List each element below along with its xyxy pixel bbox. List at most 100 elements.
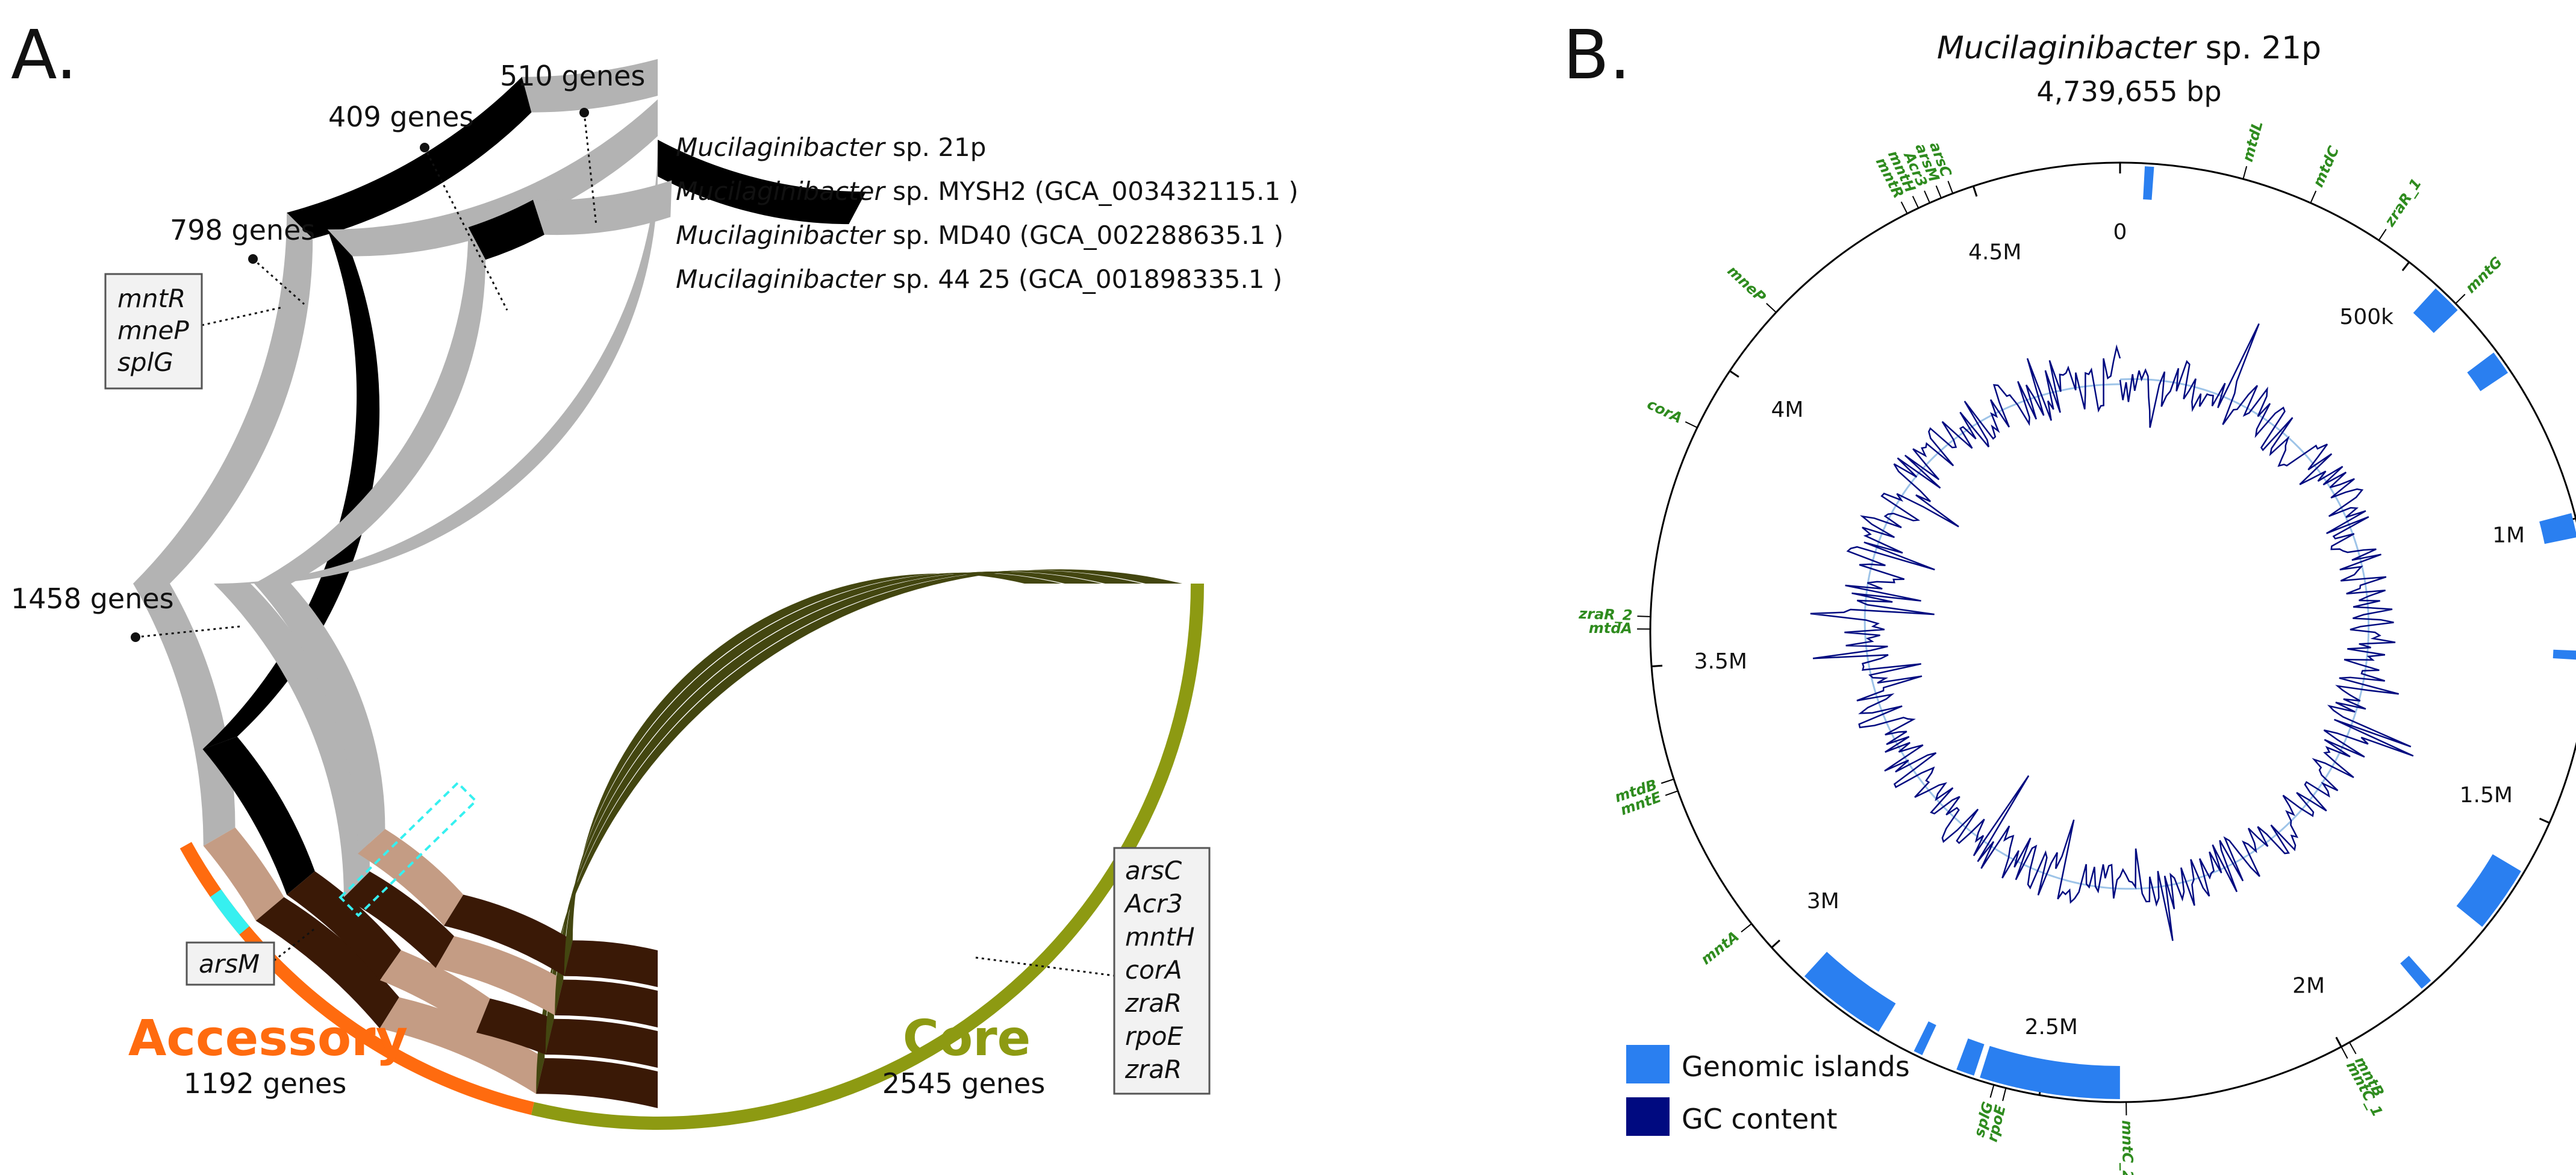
callout-510-leader [583,112,597,226]
gene-label: mntC_2 [2119,1120,2136,1175]
gene-box-core-item: arsC [1125,856,1182,885]
gene-tick [1935,185,1942,199]
gene-tick [1665,790,1679,796]
legend-swatch-genomic-islands [1626,1045,1670,1083]
arsm-highlight-box [338,781,478,917]
genome-tick [2401,261,2410,272]
gene-tick [2341,1046,2348,1059]
legend: Genomic islands GC content [1626,1045,1910,1136]
gene-label: mtdC [2310,143,2343,190]
gene-tick [1989,1085,1995,1098]
pangenome-rings [133,59,1204,1130]
gene-tick [2242,166,2248,179]
gene-label: mntG [2462,254,2506,296]
gene-box-core-item: zraR [1124,1055,1182,1084]
genome-title: Mucilaginibacter sp. 21p [1937,30,2321,66]
gene-box-core-item: mntH [1125,922,1195,952]
legend-label-gc-content: GC content [1682,1103,1838,1135]
gene-box-core-item: corA [1125,955,1182,985]
shell-ring-segment [545,1018,658,1068]
gene-tick [1766,302,1777,313]
strain-ring-segment [343,871,454,968]
panel-a-letter: A. [11,16,77,95]
strain-ring-segment [133,213,313,584]
gene-tick [1685,421,1698,428]
strain-ring-segment [133,584,235,846]
genome-tick-label: 1.5M [2460,783,2513,808]
panel-a: A. Mucilaginibacter sp. 21p Mucilaginiba… [11,16,1299,1130]
strain-ring-segment [203,827,284,921]
box-798-leader [201,306,284,326]
genomic-island [2467,352,2509,391]
callout-409-leader [423,147,508,311]
strain-ring-segment [214,584,370,898]
strain-ring-segment [658,140,867,225]
genome-tick [1972,185,1978,197]
callout-409-dot [420,143,429,152]
genomic-island [1804,952,1896,1032]
strain-label-4425: Mucilaginibacter sp. 44 25 (GCA_00189833… [676,264,1282,294]
gene-tick [1924,190,1930,204]
gene-box-798-item: mntR [117,284,186,313]
strain-label-mysh2: Mucilaginibacter sp. MYSH2 (GCA_00343211… [676,176,1299,206]
gene-box-798-item: mneP [117,316,189,345]
gene-label: mneP [1724,263,1769,307]
strain-ring-segment [435,936,564,1015]
genome-tick [2539,817,2550,824]
shell-ring-segment [555,979,658,1027]
strain-ring-segment [287,76,532,239]
gene-label: zraR_2 [1578,605,1633,624]
shell-ring-segment [564,940,658,987]
strain-ring-segment [476,998,554,1055]
strain-ring-segment [443,894,573,976]
callout-1458-dot [131,632,140,642]
genome-tick-label: 3M [1807,889,1839,914]
gene-box-arsm: arsM [186,926,317,986]
strain-label-md40: Mucilaginibacter sp. MD40 (GCA_002288635… [676,220,1283,250]
callout-1458-genes: 1458 genes [11,582,174,615]
gene-box-core-item: Acr3 [1123,889,1183,918]
gene-label: mntA [1698,928,1742,968]
strain-ring-segment [468,199,544,260]
gc-content-line [1810,323,2414,941]
genome-size: 4,739,655 bp [2036,75,2221,108]
genomic-island [1913,1021,1936,1055]
genome-tick-label: 4M [1771,397,1804,422]
gc-content-track [1810,323,2414,941]
strain-ring-segment [287,871,401,980]
gene-label: mtdL [2239,119,2266,164]
strain-label-21p: Mucilaginibacter sp. 21p [676,132,986,162]
gene-tick [2310,190,2317,204]
gene-box-core-item: zraR [1124,988,1182,1018]
genome-tick [2335,1036,2342,1047]
gene-tick [1912,196,1920,208]
strain-labels: Mucilaginibacter sp. 21p Mucilaginibacte… [676,132,1299,294]
gene-label: corA [1644,396,1685,427]
genome-tick-label: 3.5M [1694,649,1747,674]
gene-tick [2349,1042,2357,1055]
box-core-leader [975,956,1115,977]
gene-box-core-frame [1113,847,1211,1095]
strain-ring-segment [532,180,672,235]
panel-b: B. Mucilaginibacter sp. 21p 4,739,655 bp… [1563,16,2576,1175]
gene-label: zraR_1 [2381,175,2425,230]
callout-798-dot [248,254,258,264]
genomic-island [2413,288,2458,333]
strain-ring-segment [254,227,486,584]
core-count: 2545 genes [882,1067,1046,1100]
strain-ring-segment [379,950,490,1033]
gene-box-arsm-item: arsM [199,949,260,979]
gene-tick [2378,229,2387,241]
genome-tick [1771,940,1780,949]
strain-ring-segment [379,997,545,1094]
genome-tick [1729,370,1739,378]
gene-box-core-item: rpoE [1125,1021,1184,1051]
genome-ticks: 0 500k 1M 1.5M 2M 2.5M 3M 3.5M 4M 4.5M [1651,163,2576,1096]
panel-b-letter: B. [1563,16,1630,95]
genomic-island [1980,1046,2120,1099]
accessory-arsm-marker [210,889,250,935]
genomic-island [2456,854,2521,927]
gene-tick [2455,293,2466,304]
genome-tick-label: 4.5M [1968,240,2021,264]
